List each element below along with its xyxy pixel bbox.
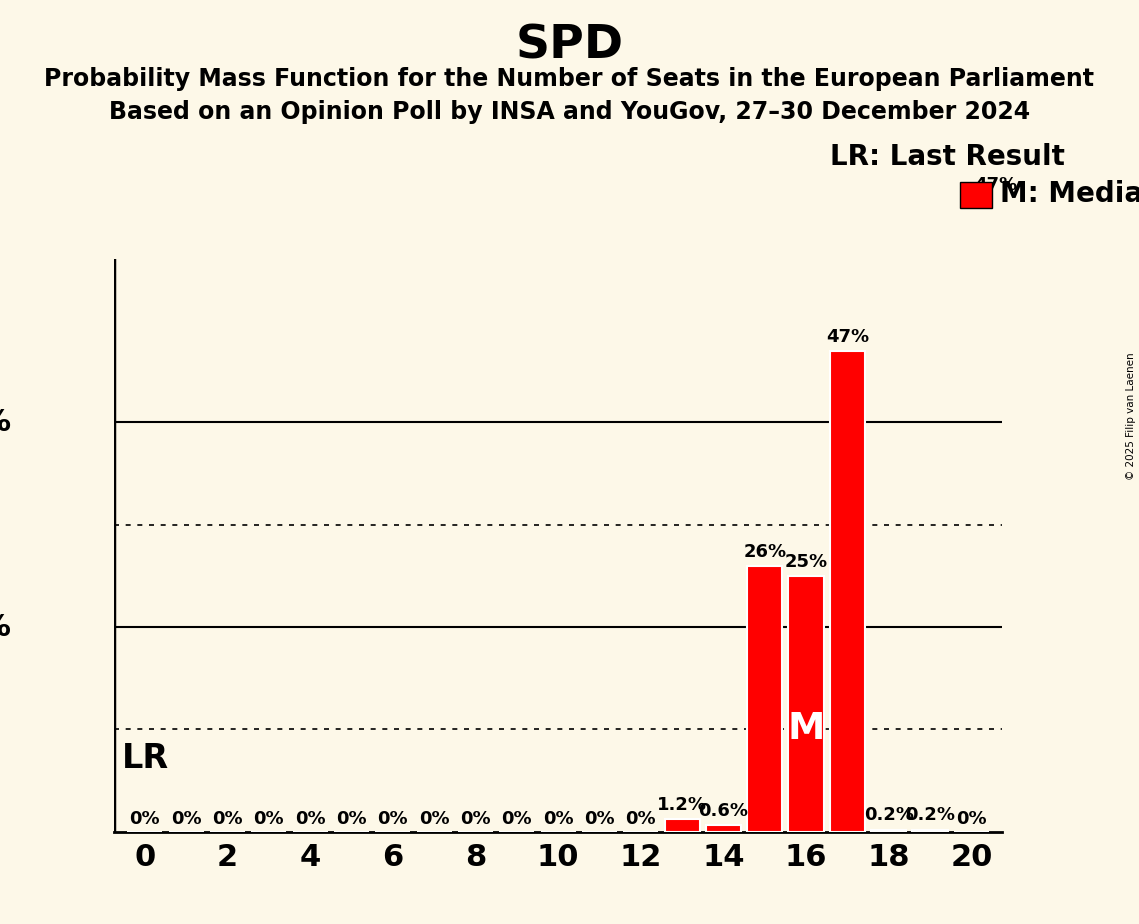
Text: Based on an Opinion Poll by INSA and YouGov, 27–30 December 2024: Based on an Opinion Poll by INSA and You… [109,100,1030,124]
Text: 0%: 0% [171,809,202,828]
Text: 25%: 25% [785,553,828,571]
Bar [788,576,823,832]
Text: LR: Last Result: LR: Last Result [830,143,1065,171]
Text: 47%: 47% [826,328,869,346]
Bar [706,825,741,832]
Text: 0%: 0% [130,809,161,828]
Bar [871,830,907,832]
Text: 0%: 0% [295,809,326,828]
Text: 0%: 0% [625,809,656,828]
Text: 0%: 0% [377,809,408,828]
Text: 47%: 47% [974,176,1017,193]
Text: SPD: SPD [516,23,623,68]
Text: LR: LR [122,742,170,775]
Text: 0%: 0% [254,809,284,828]
Text: 0%: 0% [584,809,615,828]
Text: 20%: 20% [0,613,11,641]
Bar [747,565,782,832]
Text: M: M [787,711,825,748]
Text: 26%: 26% [743,542,786,561]
Text: 1.2%: 1.2% [657,796,707,814]
Text: 0%: 0% [419,809,450,828]
Text: 0%: 0% [336,809,367,828]
Text: 40%: 40% [0,407,11,437]
Bar [912,830,948,832]
Text: M: Median: M: Median [1000,180,1139,208]
Text: 0.6%: 0.6% [698,802,748,821]
Bar [664,820,699,832]
Text: 0%: 0% [501,809,532,828]
Text: 0.2%: 0.2% [906,807,954,824]
Text: 0%: 0% [460,809,491,828]
Text: 0.2%: 0.2% [863,807,913,824]
Bar [830,351,865,832]
Text: 0%: 0% [212,809,243,828]
Text: Probability Mass Function for the Number of Seats in the European Parliament: Probability Mass Function for the Number… [44,67,1095,91]
Text: © 2025 Filip van Laenen: © 2025 Filip van Laenen [1125,352,1136,480]
Text: 0%: 0% [956,809,986,828]
Text: 0%: 0% [543,809,573,828]
